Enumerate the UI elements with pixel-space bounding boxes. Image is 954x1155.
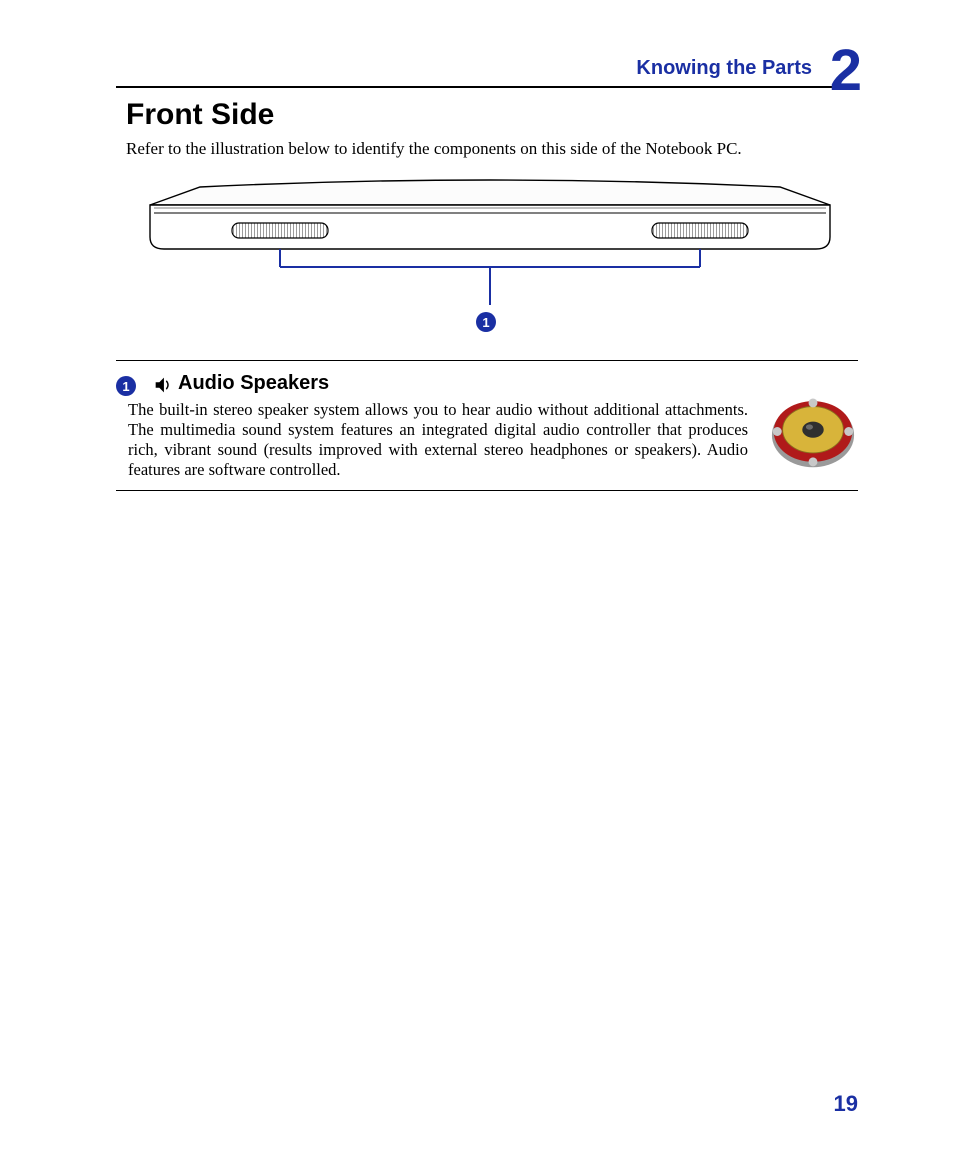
page: Knowing the Parts 2 Front Side Refer to …	[0, 0, 954, 1155]
section-divider-bottom	[116, 490, 858, 491]
speaker-grille-left	[232, 223, 328, 238]
section-intro: Refer to the illustration below to ident…	[126, 138, 858, 159]
item-badge-1: 1	[116, 376, 136, 396]
section-divider-top	[116, 360, 858, 361]
callout-bracket	[280, 249, 700, 305]
item-body: The built-in stereo speaker system allow…	[128, 400, 748, 481]
header-chapter-number: 2	[830, 42, 862, 100]
header-section-title: Knowing the Parts	[636, 57, 812, 80]
section-heading: Front Side	[126, 98, 274, 132]
speaker-photo	[768, 394, 858, 469]
page-number: 19	[834, 1091, 858, 1117]
page-header: Knowing the Parts 2	[116, 30, 858, 88]
item-title: Audio Speakers	[178, 372, 329, 395]
speaker-icon	[152, 374, 174, 401]
speaker-grille-right	[652, 223, 748, 238]
diagram-callout-1: 1	[476, 312, 496, 332]
